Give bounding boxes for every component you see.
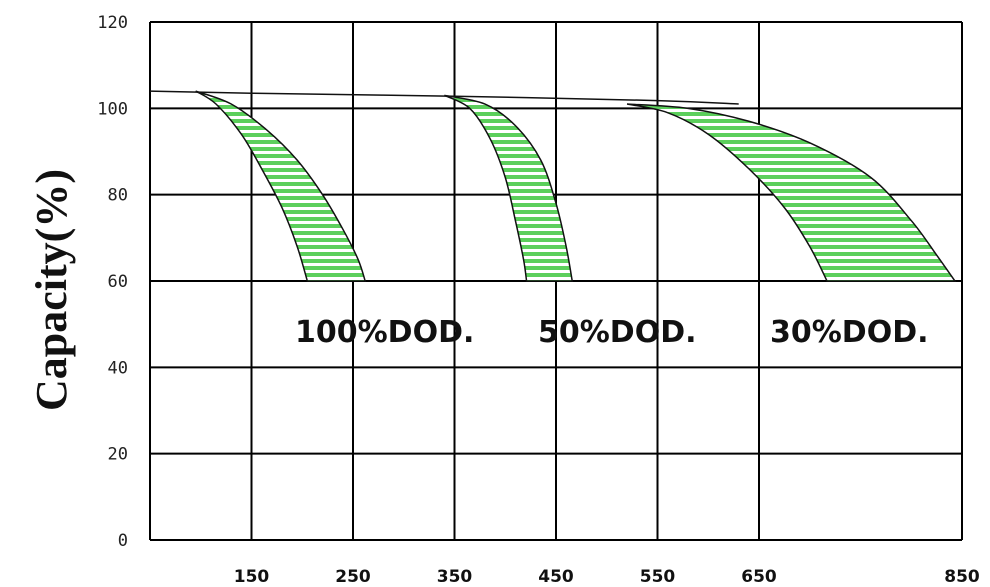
y-tick-label: 120: [97, 13, 128, 33]
x-tick-label: 550: [640, 567, 676, 587]
x-tick-label: 350: [437, 567, 473, 587]
band-3: [626, 103, 957, 282]
capacity-bands: [149, 90, 957, 282]
band-2: [444, 94, 574, 282]
y-tick-label: 100: [97, 99, 128, 119]
x-tick-label: 650: [741, 567, 777, 587]
y-tick-label: 60: [108, 272, 128, 292]
x-tick-label: 850: [944, 567, 980, 587]
grid: [149, 21, 963, 541]
x-tick-label: 150: [234, 567, 270, 587]
y-tick-label: 0: [118, 531, 128, 551]
annotation-label: 30%DOD.: [770, 315, 929, 350]
axis-ticks: 0 20 40 60 80 100 120 150 250 350 450 550 650 850: [97, 13, 980, 587]
x-tick-label: 450: [538, 567, 574, 587]
band-1: [195, 90, 367, 282]
y-tick-label: 80: [108, 186, 128, 206]
capacity-trend-line: [149, 90, 739, 105]
x-tick-label: 250: [335, 567, 371, 587]
annotation-label: 100%DOD.: [295, 315, 474, 350]
y-axis-label: Capacity(%): [27, 169, 76, 411]
y-tick-label: 40: [108, 358, 128, 378]
annotation-label: 50%DOD.: [538, 315, 697, 350]
annotations: 100%DOD. 50%DOD. 30%DOD.: [295, 315, 929, 350]
y-tick-label: 20: [108, 445, 128, 465]
